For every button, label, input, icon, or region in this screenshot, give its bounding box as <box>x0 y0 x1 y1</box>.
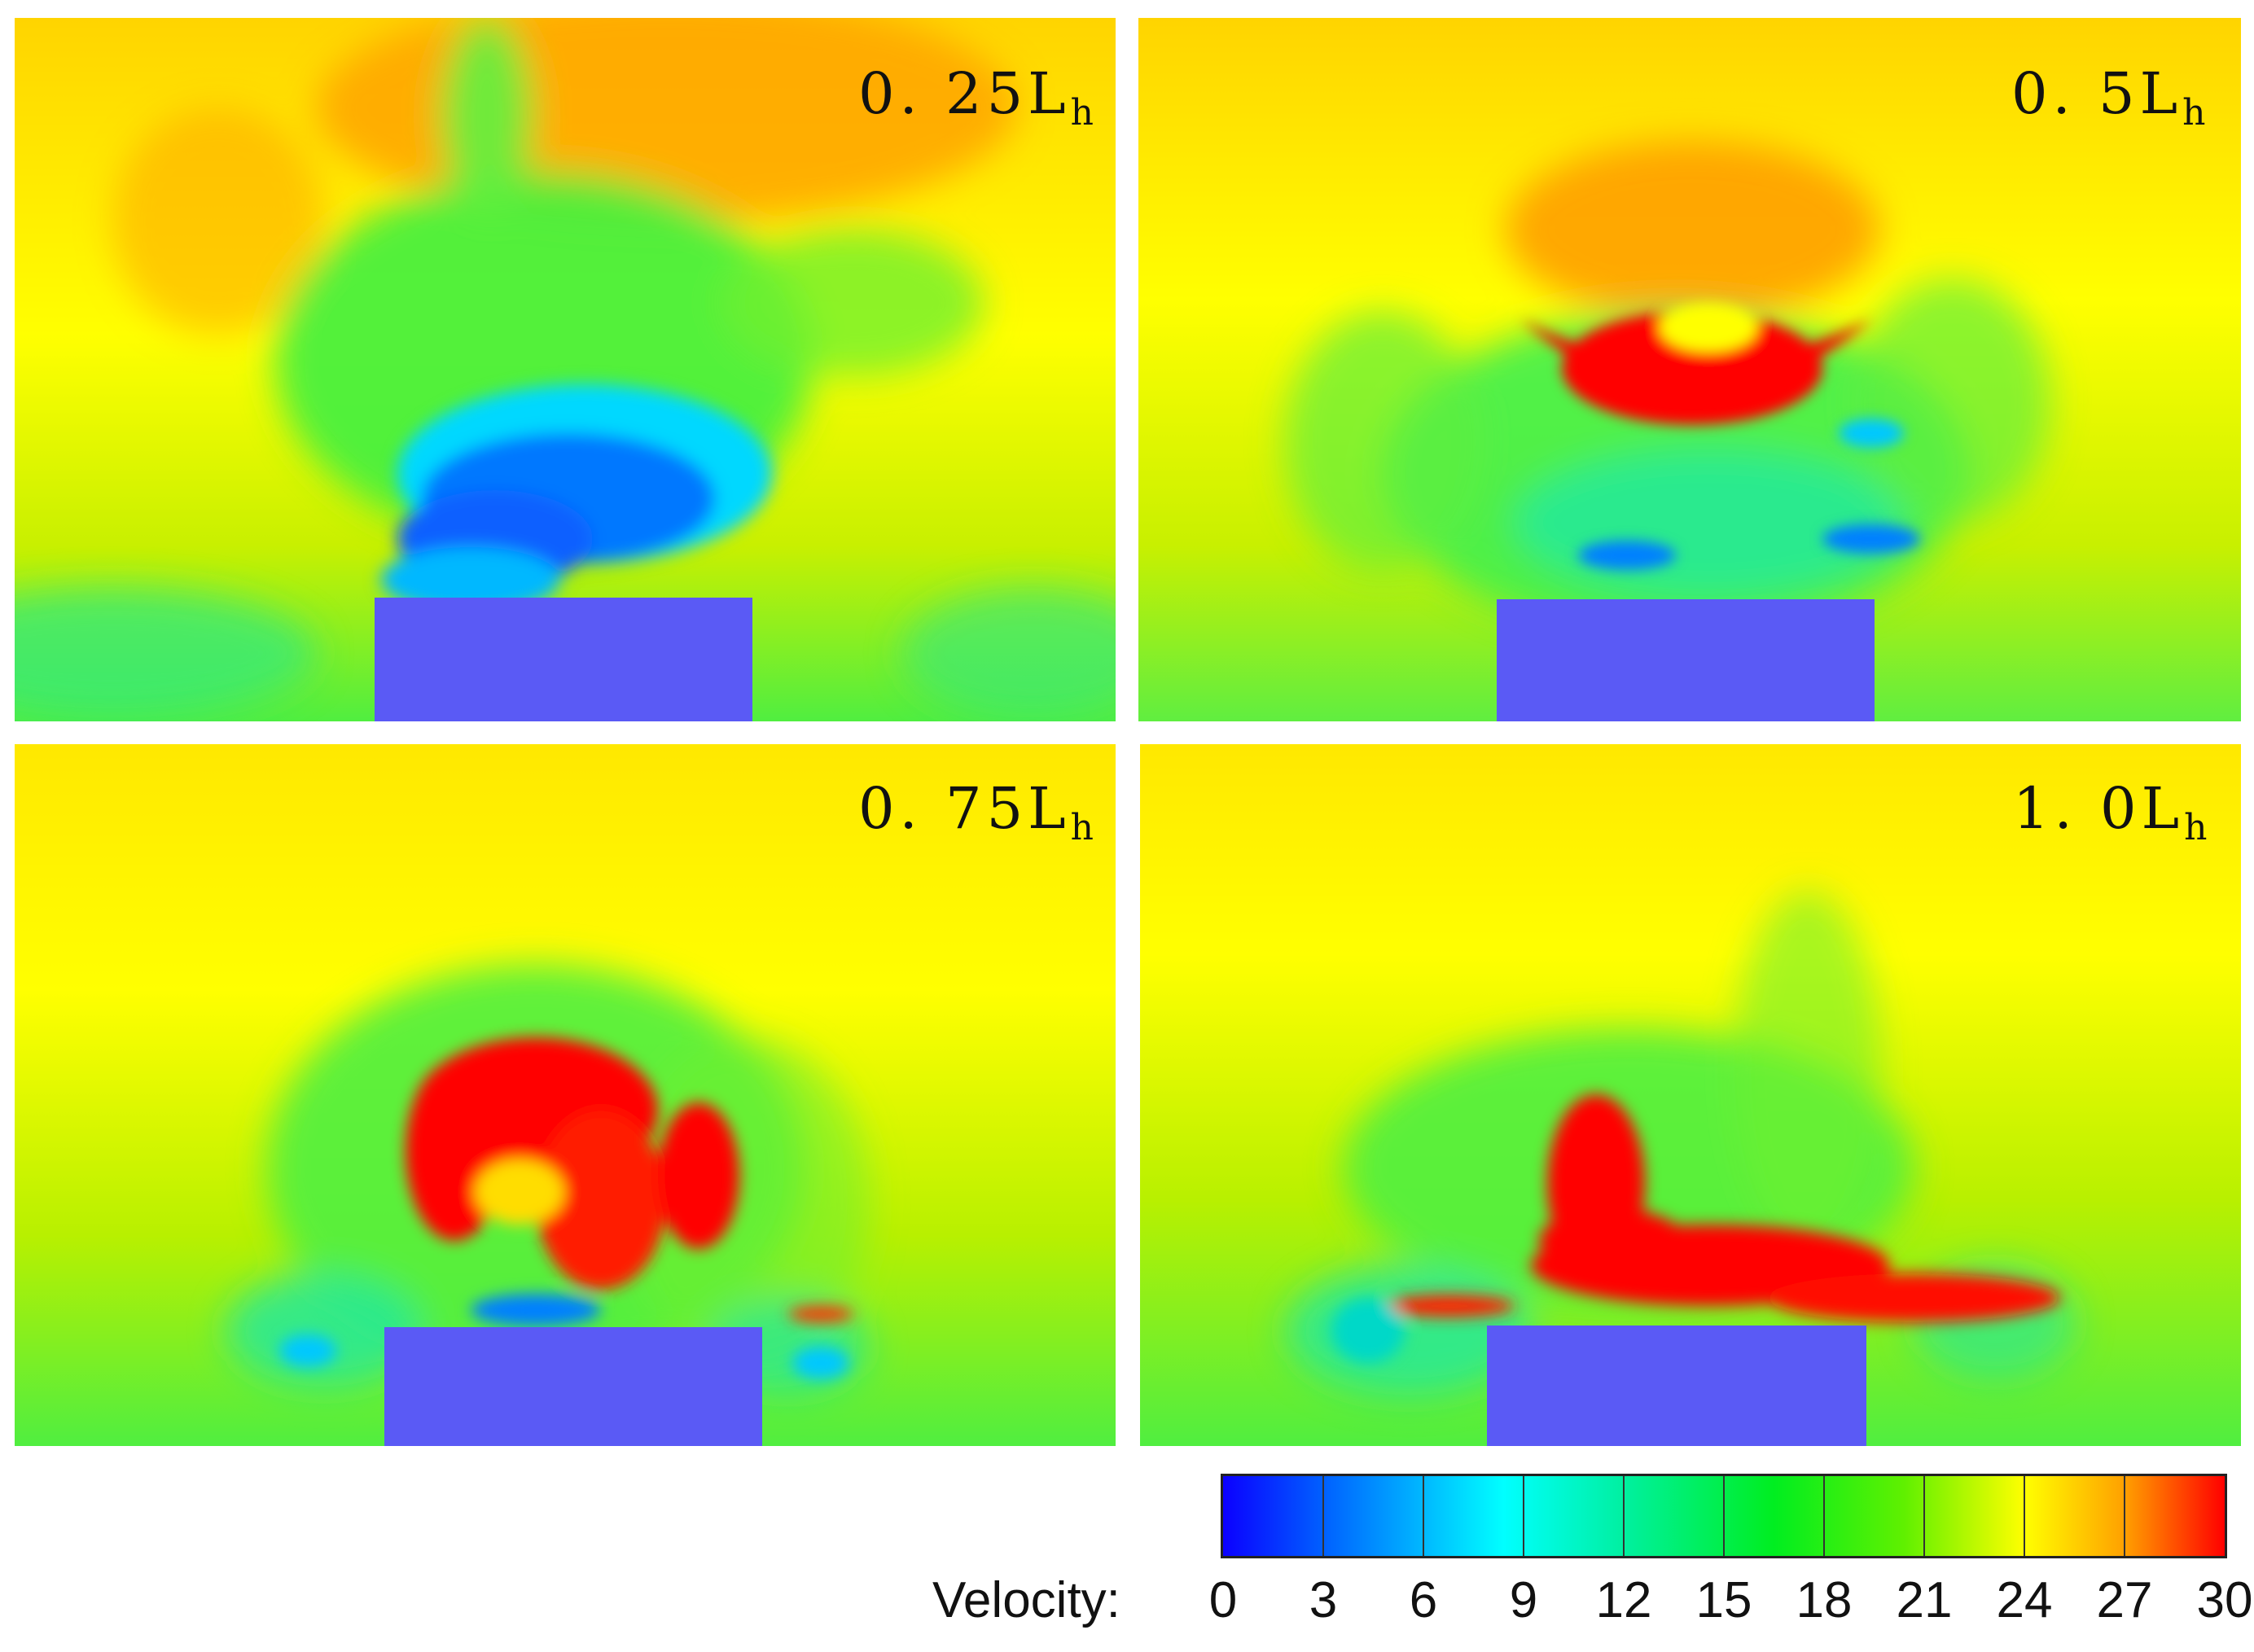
velocity-field-1-0lh <box>1140 744 2241 1446</box>
colorbar-tick-label: 9 <box>1509 1572 1538 1628</box>
panel-0-75lh: 0. 75Lh <box>15 744 1116 1446</box>
colorbar-tick-label: 18 <box>1796 1572 1853 1628</box>
building-block <box>1497 599 1875 721</box>
building-block <box>384 1327 762 1446</box>
colorbar-tick-label: 21 <box>1896 1572 1953 1628</box>
velocity-field-0-25lh <box>15 18 1116 721</box>
colorbar-gradient <box>1223 1476 2225 1556</box>
colorbar-tick-label: 24 <box>1996 1572 2053 1628</box>
panel-label: 0. 5Lh <box>2011 60 2206 134</box>
colorbar-tick-label: 12 <box>1595 1572 1652 1628</box>
panel-0-25lh: 0. 25Lh <box>15 18 1116 721</box>
panel-1-0lh: 1. 0Lh <box>1140 744 2241 1446</box>
colorbar-tick-label: 3 <box>1309 1572 1338 1628</box>
panel-label: 1. 0Lh <box>2013 775 2208 848</box>
velocity-field-0-5lh <box>1138 18 2241 721</box>
colorbar-tick-label: 27 <box>2096 1572 2153 1628</box>
colorbar-title: Velocity: <box>932 1572 1120 1628</box>
velocity-field-0-75lh <box>15 744 1116 1446</box>
panel-label: 0. 75Lh <box>858 775 1094 848</box>
building-block <box>1487 1326 1866 1446</box>
velocity-colorbar <box>1221 1474 2227 1558</box>
colorbar-tick-label: 6 <box>1409 1572 1438 1628</box>
building-block <box>375 598 752 721</box>
colorbar-tick-label: 30 <box>2196 1572 2253 1628</box>
panel-0-5lh: 0. 5Lh <box>1138 18 2241 721</box>
colorbar-tick-label: 0 <box>1208 1572 1238 1628</box>
colorbar-tick-label: 15 <box>1695 1572 1752 1628</box>
panel-label: 0. 25Lh <box>858 60 1094 134</box>
